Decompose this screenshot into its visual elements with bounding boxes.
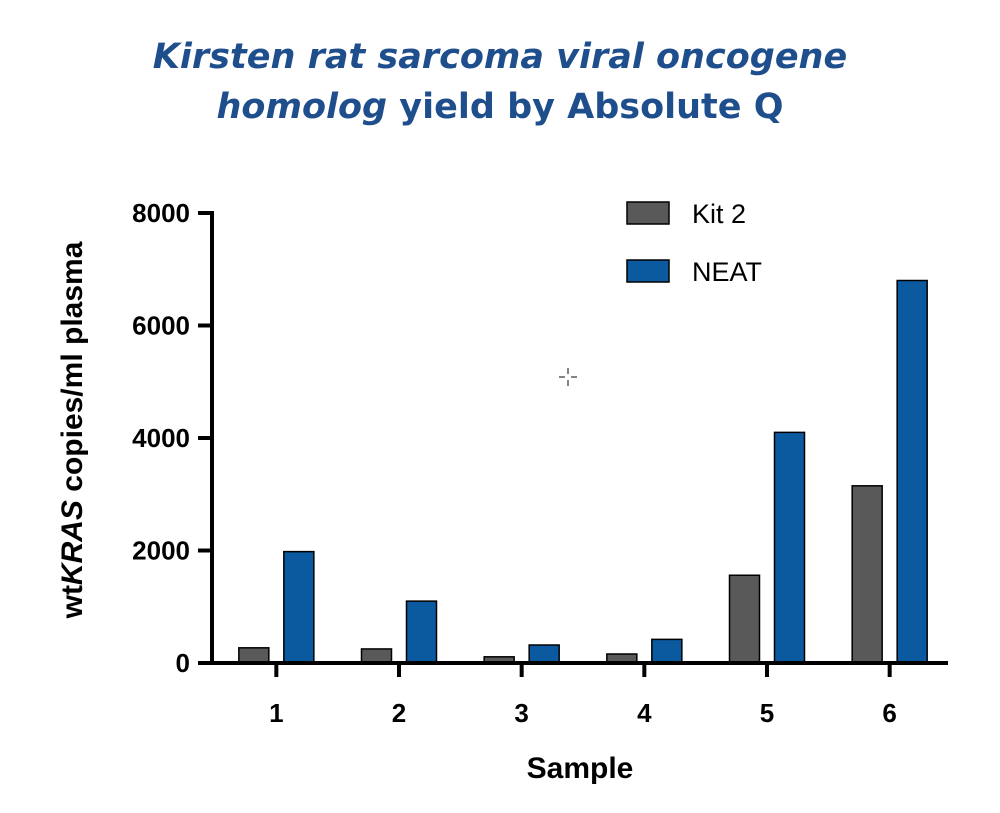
- legend-swatch-neat: [626, 259, 670, 283]
- bars-group: [238, 279, 928, 664]
- axes-group: 1 2 3 4 5 6 0 2000 4000 6000 8000: [132, 198, 948, 728]
- x-axis-title: Sample: [527, 752, 634, 785]
- bar-kit-2-sample-1: [238, 647, 270, 664]
- bar-kit-2-sample-2: [360, 648, 393, 664]
- x-tick-label: 2: [392, 698, 406, 728]
- legend: Kit 2 NEAT: [626, 199, 762, 287]
- bar-neat-sample-5: [773, 431, 806, 664]
- crosshair-cursor-icon: [559, 368, 577, 386]
- legend-label-kit-2: Kit 2: [692, 199, 746, 229]
- x-tick-label: 1: [269, 698, 283, 728]
- legend-swatch-kit-2: [626, 201, 670, 225]
- y-axis-title-prefix: wt: [56, 585, 89, 619]
- chart-title-rest: yield by Absolute Q: [387, 87, 784, 127]
- y-tick-label: 2000: [132, 536, 190, 566]
- chart-title-italic-part: Kirsten rat sarcoma viral oncogene: [152, 37, 848, 77]
- chart-title-italic-homolog: homolog: [216, 87, 388, 127]
- chart-title-line-1: Kirsten rat sarcoma viral oncogene: [0, 32, 1000, 82]
- bar-kit-2-sample-6: [851, 485, 883, 664]
- bar-neat-sample-4: [651, 638, 683, 664]
- chart-title: Kirsten rat sarcoma viral oncogene homol…: [0, 32, 1000, 132]
- bar-neat-sample-3: [528, 644, 560, 664]
- bar-neat-sample-1: [283, 550, 315, 664]
- chart-title-line-2: homolog yield by Absolute Q: [0, 82, 1000, 132]
- legend-label-neat: NEAT: [692, 257, 762, 287]
- x-tick-label: 3: [514, 698, 528, 728]
- y-tick-label: 6000: [132, 311, 190, 341]
- y-axis-title: wtKRAS copies/ml plasma: [56, 241, 89, 619]
- bar-neat-sample-6: [896, 279, 928, 664]
- y-tick-label: 0: [176, 648, 190, 678]
- x-tick-label: 4: [637, 698, 652, 728]
- y-axis-title-suffix: copies/ml plasma: [56, 241, 89, 500]
- x-tick-label: 5: [760, 698, 774, 728]
- x-tick-label: 6: [882, 698, 896, 728]
- y-tick-label: 8000: [132, 198, 190, 228]
- bar-neat-sample-2: [405, 600, 438, 664]
- bar-kit-2-sample-5: [728, 574, 761, 664]
- y-tick-label: 4000: [132, 423, 190, 453]
- y-axis-title-gene: KRAS: [56, 500, 89, 585]
